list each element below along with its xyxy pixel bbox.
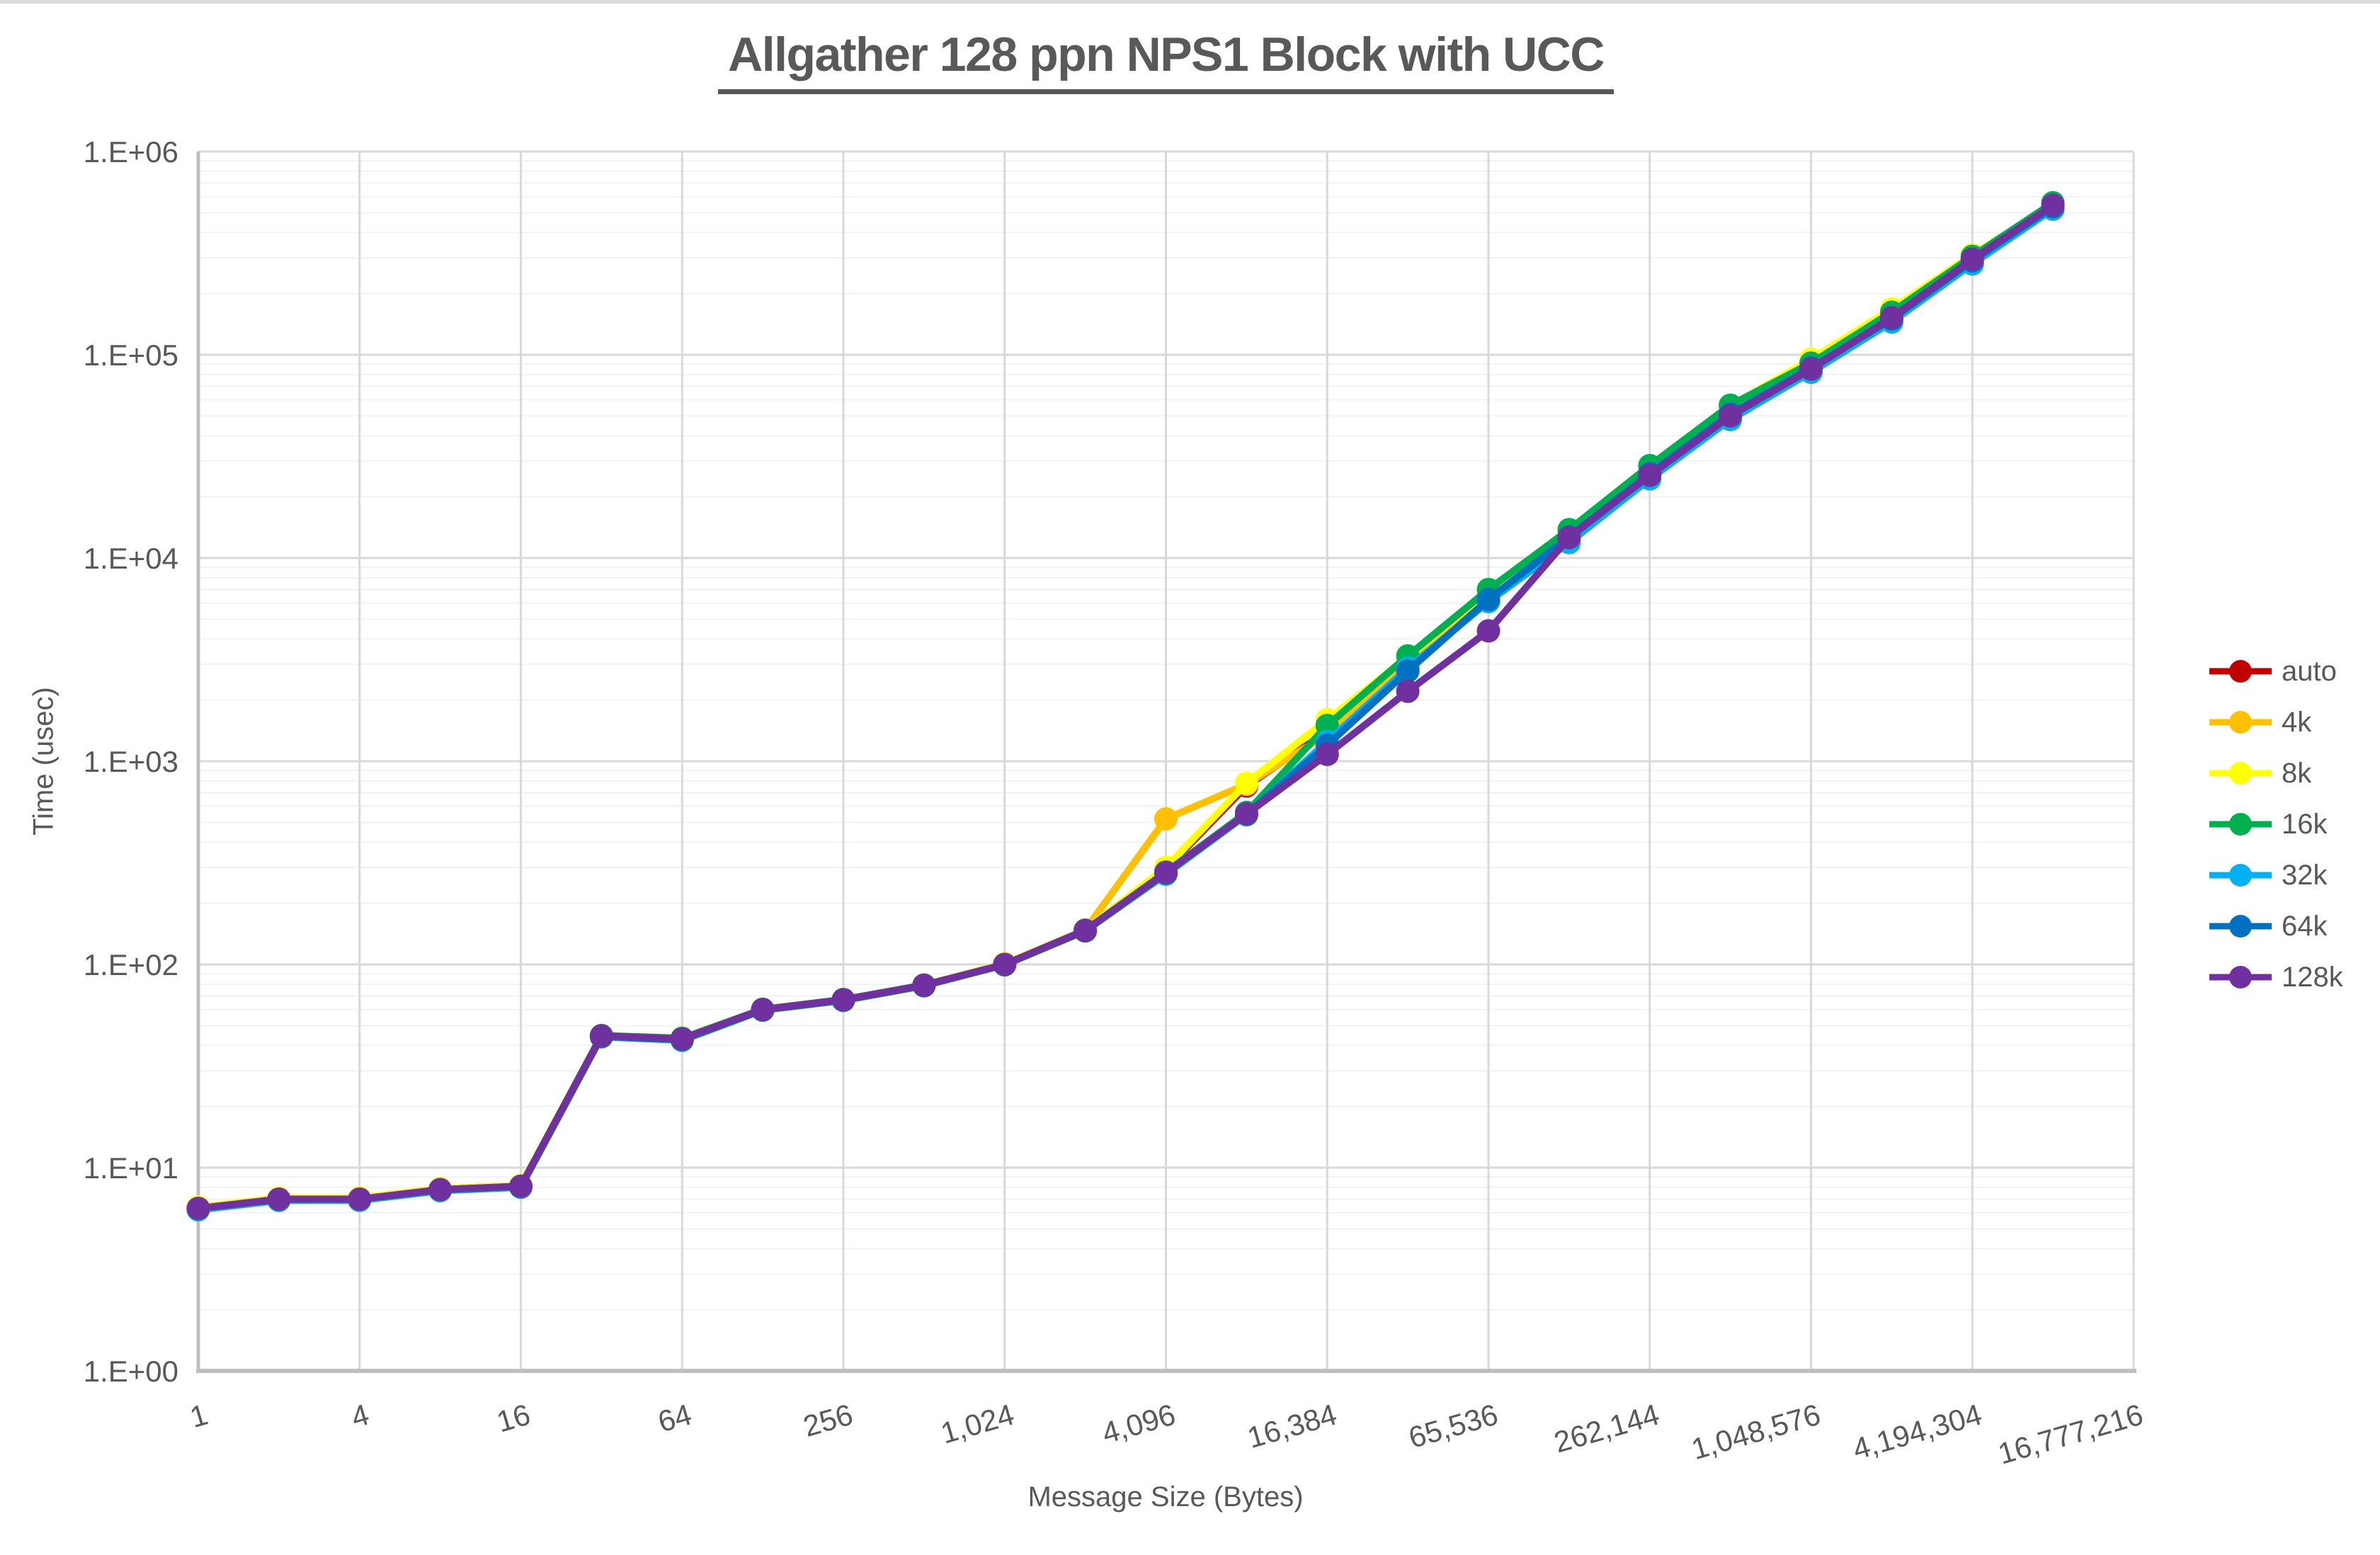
series-marker-128k [186,1197,210,1221]
series-marker-128k [831,988,855,1012]
series-marker-128k [509,1174,533,1198]
chart-title: Allgather 128 ppn NPS1 Block with UCC [718,27,1614,94]
y-tick-label: 1.E+00 [84,1355,178,1388]
series-marker-128k [1557,525,1581,549]
legend-swatch-icon [2209,915,2272,938]
legend-label: 16k [2282,808,2328,840]
series-marker-128k [751,998,775,1022]
y-tick-label: 1.E+04 [84,542,178,575]
series-marker-128k [1799,357,1823,381]
x-tick-label: 16 [493,1397,534,1438]
legend-item-16k: 16k [2208,799,2343,850]
legend-swatch-icon [2209,864,2272,887]
legend-item-128k: 128k [2208,952,2343,1003]
legend-label: 4k [2282,706,2312,738]
legend: auto 4k 8k 16k 32k 64k 128k [2208,646,2343,1003]
series-marker-64k [1476,588,1501,612]
series-marker-128k [1476,619,1501,643]
series-marker-128k [1234,802,1258,826]
series-marker-128k [1960,247,1984,271]
series-marker-128k [2041,193,2065,217]
x-tick-label: 1,048,576 [1687,1397,1824,1466]
x-axis-title: Message Size (Bytes) [1027,1481,1304,1513]
x-tick-label: 1 [186,1397,211,1434]
series-marker-128k [1315,742,1339,766]
y-tick-label: 1.E+01 [84,1151,178,1185]
legend-item-auto: auto [2208,646,2343,697]
series-marker-128k [912,973,936,997]
legend-label: 64k [2282,910,2328,942]
series-marker-8k [1234,771,1258,795]
legend-item-4k: 4k [2208,697,2343,748]
series-marker-64k [1396,659,1420,683]
legend-label: 8k [2282,757,2312,789]
x-tick-label: 16,384 [1243,1397,1340,1454]
series-marker-128k [348,1187,372,1211]
y-tick-label: 1.E+02 [84,948,178,981]
legend-label: 32k [2282,859,2328,891]
x-tick-label: 4,096 [1098,1397,1179,1449]
legend-label: auto [2282,655,2337,687]
series-marker-128k [428,1178,452,1202]
series-line-auto [195,202,2057,1212]
series-marker-128k [267,1187,291,1211]
x-tick-label: 4 [348,1397,372,1434]
legend-item-64k: 64k [2208,901,2343,952]
series-marker-128k [1638,463,1662,487]
x-tick-label: 16,777,216 [1994,1397,2146,1470]
y-tick-label: 1.E+05 [84,338,178,372]
series-marker-128k [670,1027,694,1051]
legend-swatch-icon [2209,711,2272,734]
window-top-edge [0,0,2380,4]
legend-swatch-icon [2209,762,2272,785]
x-tick-label: 1,024 [937,1397,1018,1449]
y-tick-label: 1.E+03 [84,745,178,778]
series-marker-128k [993,952,1017,976]
series-marker-16k [1315,714,1339,737]
series-line-16k [195,199,2057,1212]
y-tick-label: 1.E+06 [84,135,178,169]
legend-swatch-icon [2209,813,2272,836]
x-tick-label: 256 [799,1397,856,1442]
x-tick-label: 262,144 [1550,1397,1663,1459]
legend-swatch-icon [2209,660,2272,683]
x-tick-label: 65,536 [1405,1397,1501,1454]
series-marker-128k [589,1024,613,1048]
series-line-32k [195,205,2057,1214]
title-row: Allgather 128 ppn NPS1 Block with UCC [198,27,2134,94]
series-marker-128k [1719,404,1743,428]
series-marker-4k [1154,807,1178,831]
x-tick-label: 64 [654,1397,695,1438]
legend-label: 128k [2282,961,2343,993]
series-line-128k [195,201,2057,1212]
legend-item-32k: 32k [2208,850,2343,901]
series-marker-128k [1154,860,1178,884]
x-tick-label: 4,194,304 [1849,1397,1986,1466]
legend-swatch-icon [2209,966,2272,989]
y-axis-title: Time (usec) [28,687,59,836]
series-marker-128k [1396,679,1420,703]
series-marker-128k [1879,306,1903,330]
series-line-64k [195,203,2057,1212]
legend-item-8k: 8k [2208,748,2343,799]
series-marker-128k [1074,918,1098,942]
